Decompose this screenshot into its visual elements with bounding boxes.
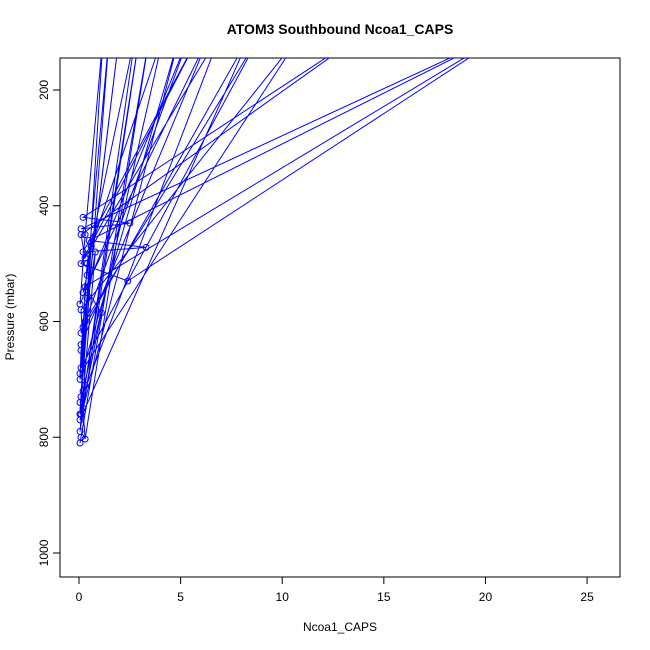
x-tick-label: 5 xyxy=(177,590,184,604)
plot-area xyxy=(76,58,470,447)
data-point xyxy=(126,219,134,227)
data-point xyxy=(77,393,85,401)
data-point xyxy=(81,381,89,389)
data-point xyxy=(77,231,85,239)
y-tick-label: 1000 xyxy=(37,539,51,566)
x-tick-label: 0 xyxy=(76,590,83,604)
data-point xyxy=(79,213,87,221)
data-point xyxy=(77,341,85,349)
y-tick-label: 600 xyxy=(37,311,51,331)
y-tick-label: 400 xyxy=(37,195,51,215)
data-point xyxy=(76,427,84,435)
x-tick-label: 20 xyxy=(479,590,493,604)
x-tick-label: 15 xyxy=(377,590,391,604)
data-point xyxy=(87,242,95,250)
x-axis-label: Ncoa1_CAPS xyxy=(303,620,377,634)
x-tick-label: 25 xyxy=(580,590,594,604)
data-point xyxy=(142,243,150,251)
data-line xyxy=(79,58,470,444)
data-point xyxy=(83,271,91,279)
data-point xyxy=(124,277,132,285)
data-point xyxy=(77,410,85,418)
x-tick-label: 10 xyxy=(276,590,290,604)
y-tick-label: 800 xyxy=(37,427,51,447)
chart-title: ATOM3 Southbound Ncoa1_CAPS xyxy=(227,21,454,37)
data-point xyxy=(81,435,89,443)
data-point xyxy=(91,248,99,256)
data-point xyxy=(81,231,89,239)
data-point xyxy=(76,370,84,378)
y-tick-label: 200 xyxy=(37,80,51,100)
data-point xyxy=(83,294,91,302)
data-point xyxy=(79,323,87,331)
data-point xyxy=(97,309,105,317)
data-point xyxy=(76,300,84,308)
y-axis-label: Pressure (mbar) xyxy=(3,274,17,361)
data-point xyxy=(83,260,91,268)
data-point xyxy=(79,289,87,297)
